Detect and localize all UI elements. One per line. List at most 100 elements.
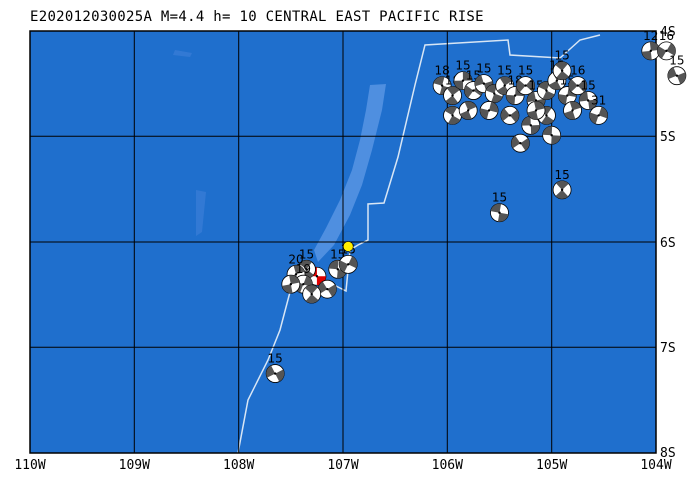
beachball-quadrant <box>556 70 569 80</box>
beachball-quadrant <box>281 284 293 294</box>
beachball-center <box>649 49 652 53</box>
beachball-quadrant <box>497 212 509 222</box>
beachball-quadrant <box>464 85 474 98</box>
mechanism-depth-label: 18 <box>434 64 449 78</box>
lat-label: 5S <box>660 130 676 145</box>
beachball-quadrant <box>676 72 686 85</box>
mechanism-depth-label: 19 <box>296 262 311 276</box>
lon-label: 105W <box>536 458 567 473</box>
focal-mechanism <box>542 125 562 145</box>
mechanism-depth-label: 15 <box>268 352 283 366</box>
focal-mechanism: 16 <box>657 29 676 61</box>
focal-mechanism: 31 <box>589 93 609 125</box>
mechanism-depth-label: 12 <box>643 29 658 43</box>
mechanism-depth-label: 31 <box>591 93 606 107</box>
focal-mechanism <box>563 101 582 120</box>
focal-mechanism <box>484 84 504 103</box>
beachball-quadrant <box>489 101 499 113</box>
beachball-quadrant <box>485 84 498 94</box>
beachball-center <box>315 275 319 278</box>
volcano-layer <box>342 241 354 252</box>
mechanism-depth-label: 15 <box>476 62 491 76</box>
focal-mechanism: 15 <box>516 64 535 96</box>
beachball-quadrant <box>500 108 510 122</box>
beachball-center <box>675 74 679 77</box>
mechanism-depth-label: 15 <box>518 64 533 78</box>
mechanism-depth-label: 15 <box>492 191 507 205</box>
lon-label: 106W <box>432 458 463 473</box>
lon-label: 108W <box>223 458 254 473</box>
lon-label: 107W <box>327 458 358 473</box>
mechanism-depth-label: 15 <box>455 59 470 73</box>
beachball-quadrant <box>542 126 553 136</box>
beachball-quadrant <box>579 91 589 102</box>
beachball-center <box>336 268 339 271</box>
beachball-center <box>451 94 454 97</box>
beachball-quadrant <box>649 41 660 51</box>
beachball-center <box>289 283 293 286</box>
beachball-quadrant <box>511 135 521 149</box>
beachball-quadrant <box>542 90 555 100</box>
beachball-center <box>503 84 506 87</box>
beachball-center <box>461 79 465 82</box>
beachball-center <box>302 283 305 286</box>
mechanism-depth-label: 16 <box>659 29 674 43</box>
mechanism-depth-label: 15 <box>669 54 684 68</box>
beachball-quadrant <box>506 94 516 105</box>
focal-mechanism <box>526 101 546 120</box>
beachball-quadrant <box>541 115 554 125</box>
beachball-quadrant <box>641 50 652 60</box>
beachball-center <box>440 84 444 87</box>
beachball-quadrant <box>289 275 300 285</box>
beachball-quadrant <box>303 275 313 288</box>
mechanism-depth-label: 15 <box>299 247 314 261</box>
mechanism-depth-label: 15 <box>497 64 512 78</box>
beachball-center <box>545 89 548 92</box>
beachball-quadrant <box>577 79 587 93</box>
beachball-quadrant <box>538 81 551 91</box>
focal-mechanism: 15 <box>490 191 509 223</box>
beachball-quadrant <box>447 86 460 96</box>
beachball-quadrant <box>521 116 531 126</box>
beachball-quadrant <box>548 80 562 90</box>
beachball-quadrant <box>551 135 561 145</box>
focal-mechanism: 15 <box>495 64 515 96</box>
lat-axis: 4S 5S 6S 7S 8S <box>660 25 676 461</box>
beachball-quadrant <box>533 101 545 111</box>
focal-mechanism: 15 <box>667 54 687 86</box>
beachball-quadrant <box>293 265 305 275</box>
beachball-quadrant <box>568 79 578 92</box>
map-frame <box>29 30 657 454</box>
beachball-quadrant <box>588 99 598 110</box>
beachball-quadrant <box>657 46 667 59</box>
beachball-quadrant <box>491 93 503 103</box>
focal-mechanism <box>521 115 541 135</box>
lat-label: 4S <box>660 25 676 40</box>
beachball-quadrant <box>266 365 276 378</box>
beachball-center <box>545 114 548 117</box>
beachball-center <box>498 211 501 214</box>
beachball-quadrant <box>480 108 490 120</box>
mechanism-depth-label: 16 <box>570 64 585 78</box>
mechanism-depth-label: 15 <box>581 79 596 93</box>
beachball-quadrant <box>667 67 677 80</box>
beachball-quadrant <box>318 281 328 294</box>
beachball-quadrant <box>555 61 568 71</box>
beachball-quadrant <box>666 43 676 56</box>
lat-label: 6S <box>660 236 676 251</box>
beachball-quadrant <box>558 94 568 105</box>
beachball-quadrant <box>490 203 502 213</box>
beachball-center <box>555 79 559 82</box>
focal-mechanism <box>479 101 499 120</box>
beachball-quadrant <box>464 101 477 111</box>
beachball-center <box>524 84 527 87</box>
volcano-marker <box>342 241 354 252</box>
beachball-center <box>467 109 470 112</box>
lon-label: 109W <box>119 458 150 473</box>
beachball-quadrant <box>433 76 445 86</box>
focal-mechanism <box>510 133 530 153</box>
lon-label: 110W <box>14 458 45 473</box>
beachball-quadrant <box>527 91 537 103</box>
beachball-quadrant <box>462 71 472 81</box>
